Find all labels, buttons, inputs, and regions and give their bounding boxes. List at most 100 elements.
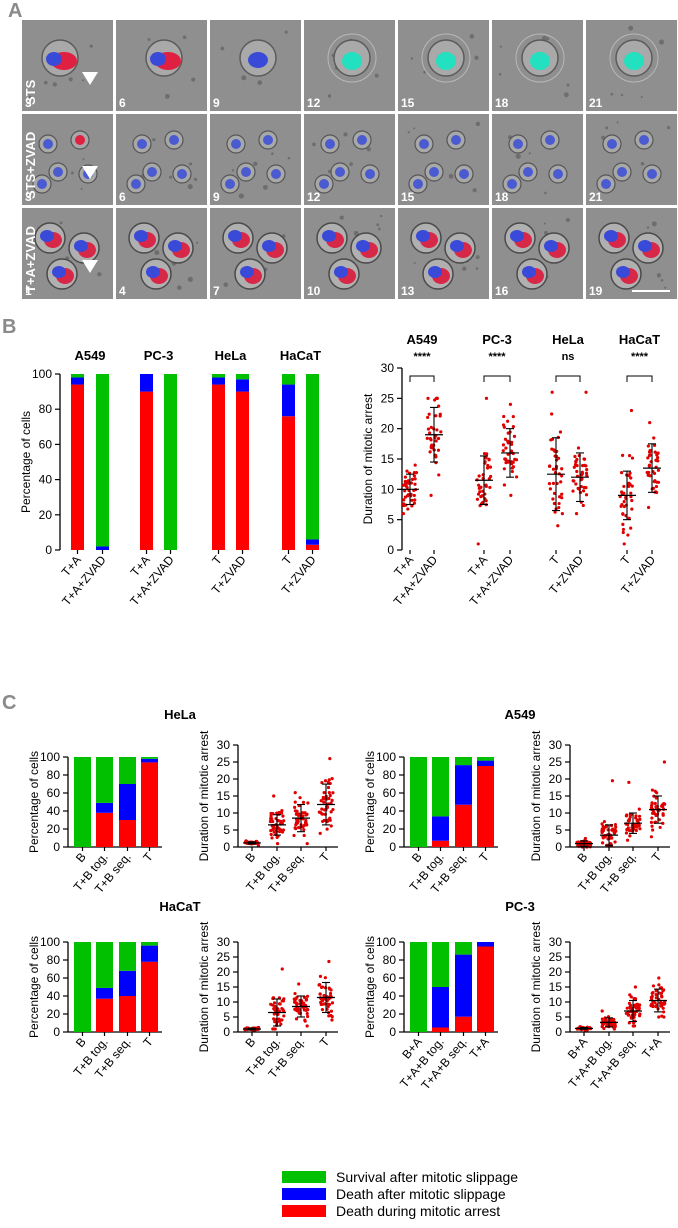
y-tick-label: 20 (549, 965, 563, 979)
debris-speck (147, 37, 151, 41)
bar-segment-survival-after-mitotic-slippage (455, 757, 472, 766)
debris-speck (475, 267, 479, 270)
data-point (483, 456, 488, 460)
cell-nucleus (510, 230, 524, 242)
micrograph-tile-r0-c0: 3 (22, 20, 113, 111)
bar-segment-survival-after-mitotic-slippage (96, 757, 113, 803)
y-tick-label: 60 (47, 971, 61, 985)
data-point (560, 496, 564, 500)
debris-speck (253, 161, 258, 167)
data-point (601, 828, 606, 833)
cell-halo (609, 33, 659, 83)
data-point (306, 1008, 310, 1012)
cell-nucleus (241, 167, 251, 177)
data-point (477, 486, 481, 490)
debris-speck (343, 132, 348, 137)
micrograph-tile-r0-c4: 15 (398, 20, 489, 111)
data-point (293, 1007, 297, 1011)
legend-label: Death after mitotic slippage (336, 1186, 506, 1202)
data-point (320, 812, 324, 816)
chart-title: PC-3 (505, 899, 535, 914)
data-point (320, 807, 324, 811)
y-tick-label: 80 (383, 953, 397, 967)
cell-nucleus (40, 230, 54, 242)
data-point (514, 475, 519, 479)
data-point (293, 991, 297, 996)
data-point (302, 1008, 306, 1012)
data-point (502, 414, 506, 419)
data-point (650, 816, 654, 820)
y-tick-label: 20 (217, 965, 231, 979)
data-point (410, 498, 414, 502)
data-point (298, 796, 302, 800)
time-label: 10 (307, 284, 321, 298)
cell-nucleus (523, 167, 533, 177)
y-tick-label: 20 (47, 1007, 61, 1021)
data-point (560, 492, 564, 496)
data-point (406, 479, 410, 483)
data-point (426, 396, 430, 400)
data-point (277, 810, 281, 815)
micrograph-tile-r0-c5: 18 (492, 20, 583, 111)
y-tick-label: 0 (555, 1025, 562, 1039)
data-point (584, 493, 589, 497)
x-tick-label: B (73, 850, 89, 865)
data-point (476, 542, 480, 546)
debris-speck (620, 93, 624, 97)
arrowhead-marker (82, 260, 98, 273)
debris-speck (312, 142, 316, 147)
y-tick-label: 0 (53, 1025, 60, 1039)
cell-nucleus (522, 266, 536, 278)
data-point (601, 841, 605, 845)
debris-speck (475, 121, 481, 127)
data-point (648, 453, 652, 457)
data-point (627, 516, 631, 520)
bar-segment-death-during-mitotic-arrest (455, 804, 472, 847)
y-tick-label: 0 (223, 1025, 230, 1039)
cell-nucleus (322, 230, 336, 242)
y-tick-label: 15 (549, 980, 563, 994)
data-point (329, 810, 333, 814)
data-point (329, 988, 333, 992)
cell-nucleus (74, 240, 88, 252)
cell-nucleus (416, 230, 430, 242)
data-point (585, 468, 589, 472)
y-tick-label: 10 (549, 806, 563, 820)
bar-segment-death-after-mitotic-slippage (455, 765, 472, 805)
data-point (600, 1009, 604, 1013)
data-point (508, 402, 513, 406)
data-point (574, 459, 578, 464)
time-label: 21 (589, 96, 603, 110)
cell-nucleus (43, 139, 53, 149)
data-point (327, 1002, 332, 1007)
data-point (634, 816, 638, 820)
y-axis-label: Percentage of cells (27, 751, 41, 853)
data-point (269, 814, 273, 818)
cell-nucleus (513, 139, 523, 149)
data-point (548, 464, 552, 468)
data-point (501, 449, 505, 453)
x-tick-label: T (140, 849, 156, 864)
y-tick-label: 10 (217, 806, 231, 820)
bar-segment-death-during-mitotic-arrest (119, 996, 136, 1032)
significance-label: **** (413, 351, 431, 363)
cell-nucleus (419, 139, 429, 149)
cell-nucleus (459, 169, 469, 179)
row-label-0: STS (23, 79, 38, 105)
data-point (413, 477, 417, 481)
y-tick-label: 20 (39, 508, 53, 522)
debris-speck (658, 39, 665, 45)
debris-speck (374, 73, 379, 78)
debris-speck (28, 95, 32, 99)
debris-speck (59, 221, 63, 225)
data-point (330, 1001, 335, 1005)
data-point (575, 469, 579, 474)
data-point (630, 484, 634, 488)
data-point (327, 959, 331, 964)
group-label: PC-3 (482, 332, 512, 347)
debris-speck (271, 152, 274, 156)
data-point (331, 807, 335, 812)
debris-speck (666, 125, 671, 130)
